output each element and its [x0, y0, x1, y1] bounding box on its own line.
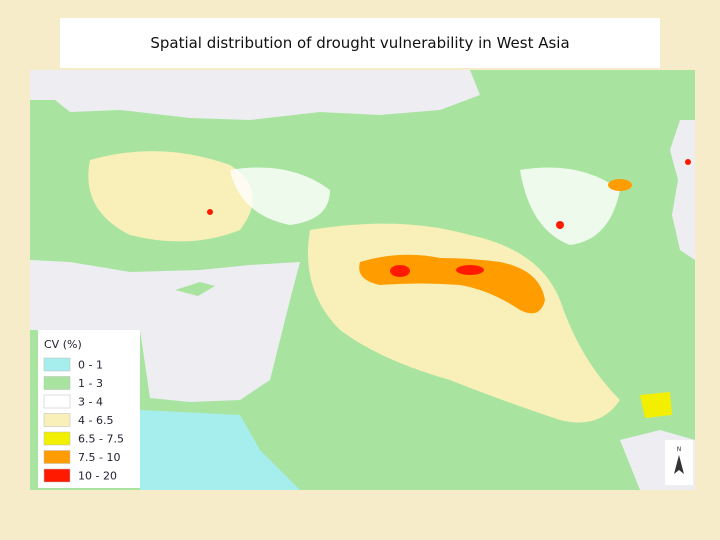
island — [175, 282, 215, 296]
cv-zone — [140, 410, 300, 490]
legend-label: 6.5 - 7.5 — [78, 433, 124, 446]
legend-items: 0 - 1 1 - 3 3 - 4 4 - 6.5 6.5 - 7.5 7.5 - 10 1… — [43, 357, 124, 483]
legend-label: 4 - 6.5 — [78, 414, 113, 427]
cv-zone — [207, 209, 213, 215]
cv-zone — [456, 265, 484, 275]
legend-swatch — [43, 431, 71, 446]
sea — [30, 70, 480, 120]
legend-title: CV (%) — [44, 338, 82, 351]
legend-swatch — [43, 376, 71, 390]
sea — [670, 120, 695, 260]
cv-zone — [685, 159, 691, 165]
sea — [30, 260, 300, 402]
legend-label: 1 - 3 — [78, 377, 103, 390]
cv-zone — [608, 179, 632, 191]
legend-label: 10 - 20 — [78, 470, 117, 483]
cv-zone — [556, 221, 564, 229]
cv-zone — [640, 392, 672, 418]
legend-swatch — [43, 413, 71, 427]
legend-swatch — [43, 450, 71, 464]
legend-label: 7.5 - 10 — [78, 451, 120, 464]
legend-box — [38, 330, 140, 488]
legend-label: 0 - 1 — [78, 359, 103, 372]
cv-zone — [520, 167, 620, 245]
legend-swatch — [43, 394, 71, 409]
north-label: N — [677, 446, 682, 453]
legend-swatch — [43, 357, 71, 372]
cv-zone — [390, 265, 410, 277]
legend-label: 3 - 4 — [78, 396, 103, 409]
title: Spatial distribution of drought vulnerab… — [60, 18, 660, 68]
cv-zone — [230, 167, 330, 225]
north-arrow — [674, 455, 684, 474]
legend-swatch — [43, 468, 71, 483]
cv-zone — [88, 151, 253, 242]
